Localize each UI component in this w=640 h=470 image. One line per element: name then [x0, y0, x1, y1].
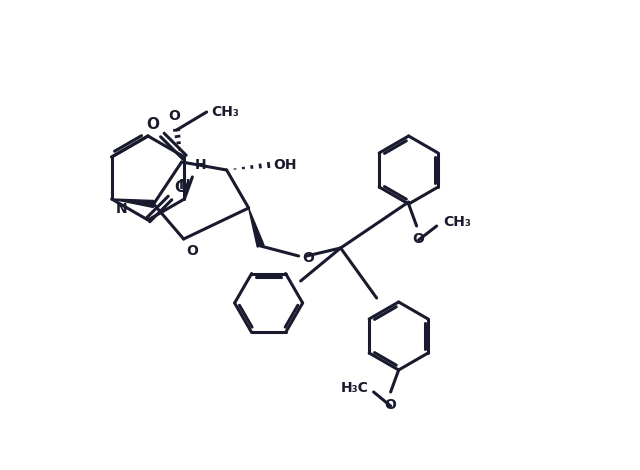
Text: CH₃: CH₃	[444, 215, 472, 229]
Text: O: O	[303, 251, 314, 265]
Polygon shape	[248, 208, 264, 247]
Text: OH: OH	[274, 158, 297, 172]
Text: O: O	[174, 180, 187, 195]
Text: H: H	[195, 158, 206, 172]
Text: O: O	[413, 232, 424, 246]
Text: CH₃: CH₃	[212, 105, 239, 119]
Text: O: O	[187, 244, 198, 258]
Text: N: N	[179, 178, 190, 192]
Text: O: O	[385, 398, 397, 412]
Polygon shape	[111, 199, 154, 207]
Text: O: O	[169, 109, 180, 123]
Text: N: N	[116, 202, 127, 216]
Text: O: O	[147, 117, 159, 132]
Text: H₃C: H₃C	[340, 381, 369, 395]
